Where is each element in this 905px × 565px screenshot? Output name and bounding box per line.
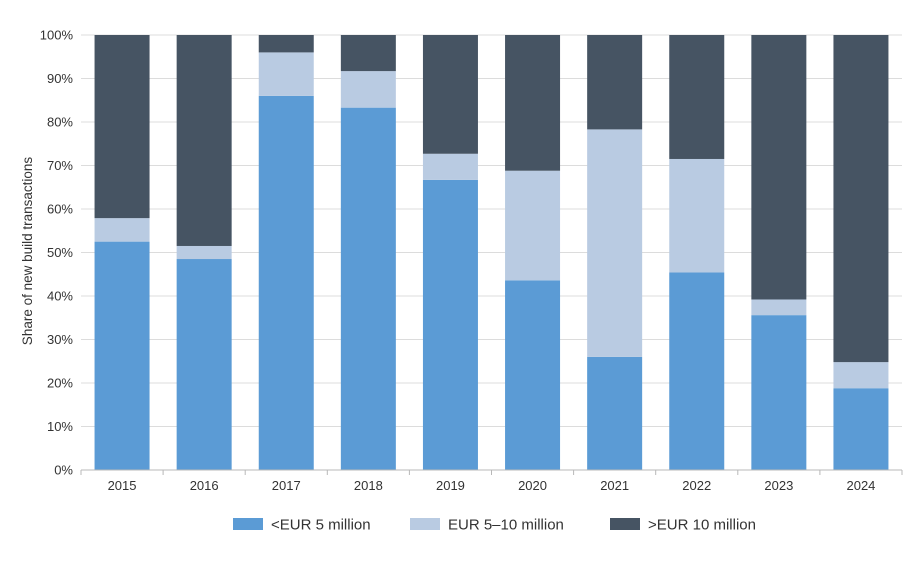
bar-2021-series-2 (587, 35, 643, 130)
y-tick-label: 40% (47, 289, 73, 304)
bar-2023-series-1 (751, 299, 807, 316)
y-tick-label: 50% (47, 245, 73, 260)
y-tick-label: 10% (47, 419, 73, 434)
axes (80, 469, 903, 475)
y-tick-label: 60% (47, 202, 73, 217)
y-tick-label: 70% (47, 158, 73, 173)
bar-2024-series-1 (833, 362, 889, 389)
bar-2022-series-0 (669, 272, 725, 470)
bar-2017-series-0 (258, 95, 314, 471)
bar-2021-series-1 (587, 129, 643, 357)
y-tick-label: 20% (47, 376, 73, 391)
bar-2018-series-0 (340, 107, 396, 471)
x-tick-label-2023: 2023 (764, 478, 793, 493)
x-tick-label-2018: 2018 (354, 478, 383, 493)
bar-2020-series-2 (505, 35, 561, 171)
y-tick-label: 0% (54, 463, 73, 478)
bar-2021-series-0 (587, 356, 643, 470)
x-tick-label-2019: 2019 (436, 478, 465, 493)
bar-2023-series-0 (751, 315, 807, 470)
bar-2019-series-0 (422, 179, 478, 471)
legend-label: EUR 5–10 million (448, 517, 564, 534)
bar-2016-series-2 (176, 35, 232, 246)
y-axis-title: Share of new build transactions (20, 157, 35, 346)
legend-swatch (610, 518, 640, 530)
x-tick-label-2015: 2015 (108, 478, 137, 493)
bars (94, 35, 889, 471)
legend-label: <EUR 5 million (271, 517, 371, 534)
y-tick-label: 80% (47, 115, 73, 130)
bar-2015-series-1 (94, 218, 150, 242)
x-tick-label-2017: 2017 (272, 478, 301, 493)
x-tick-labels: 2015 2016 2017 2018 2019 2020 2021 2022 2023 2024 (108, 478, 876, 493)
bar-2016-series-1 (176, 245, 232, 260)
legend: <EUR 5 million EUR 5–10 million >EUR 10 mi… (233, 517, 756, 534)
bar-2015-series-0 (94, 241, 150, 470)
legend-item-1: EUR 5–10 million (410, 517, 564, 534)
bar-2022-series-1 (669, 158, 725, 273)
bar-2017-series-2 (258, 35, 314, 53)
legend-item-0: <EUR 5 million (233, 517, 371, 534)
x-tick-label-2021: 2021 (600, 478, 629, 493)
bar-2016-series-0 (176, 259, 232, 470)
bar-2023-series-2 (751, 35, 807, 300)
bar-2022-series-2 (669, 35, 725, 159)
x-tick-label-2016: 2016 (190, 478, 219, 493)
legend-swatch (233, 518, 263, 530)
legend-swatch (410, 518, 440, 530)
x-tick-label-2020: 2020 (518, 478, 547, 493)
bar-2020-series-1 (505, 170, 561, 281)
y-tick-label: 100% (40, 28, 74, 43)
x-tick-label-2022: 2022 (682, 478, 711, 493)
bar-2018-series-2 (340, 35, 396, 72)
legend-item-2: >EUR 10 million (610, 517, 756, 534)
x-tick-label-2024: 2024 (846, 478, 875, 493)
legend-label: >EUR 10 million (648, 517, 756, 534)
bar-2015-series-2 (94, 35, 150, 219)
y-tick-labels: 0% 10% 20% 30% 40% 50% 60% 70% 80% 90% 100% (40, 28, 74, 478)
bar-2018-series-1 (340, 71, 396, 108)
y-tick-label: 90% (47, 71, 73, 86)
bar-2024-series-2 (833, 35, 889, 363)
bar-2020-series-0 (505, 280, 561, 470)
bar-2019-series-1 (422, 153, 478, 180)
bar-2024-series-0 (833, 388, 889, 470)
bar-2019-series-2 (422, 35, 478, 154)
bar-2017-series-1 (258, 52, 314, 96)
y-tick-label: 30% (47, 332, 73, 347)
